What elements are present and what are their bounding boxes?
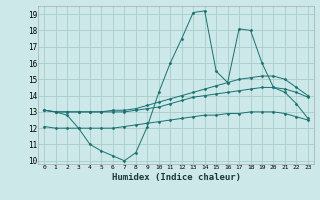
X-axis label: Humidex (Indice chaleur): Humidex (Indice chaleur) [111, 173, 241, 182]
